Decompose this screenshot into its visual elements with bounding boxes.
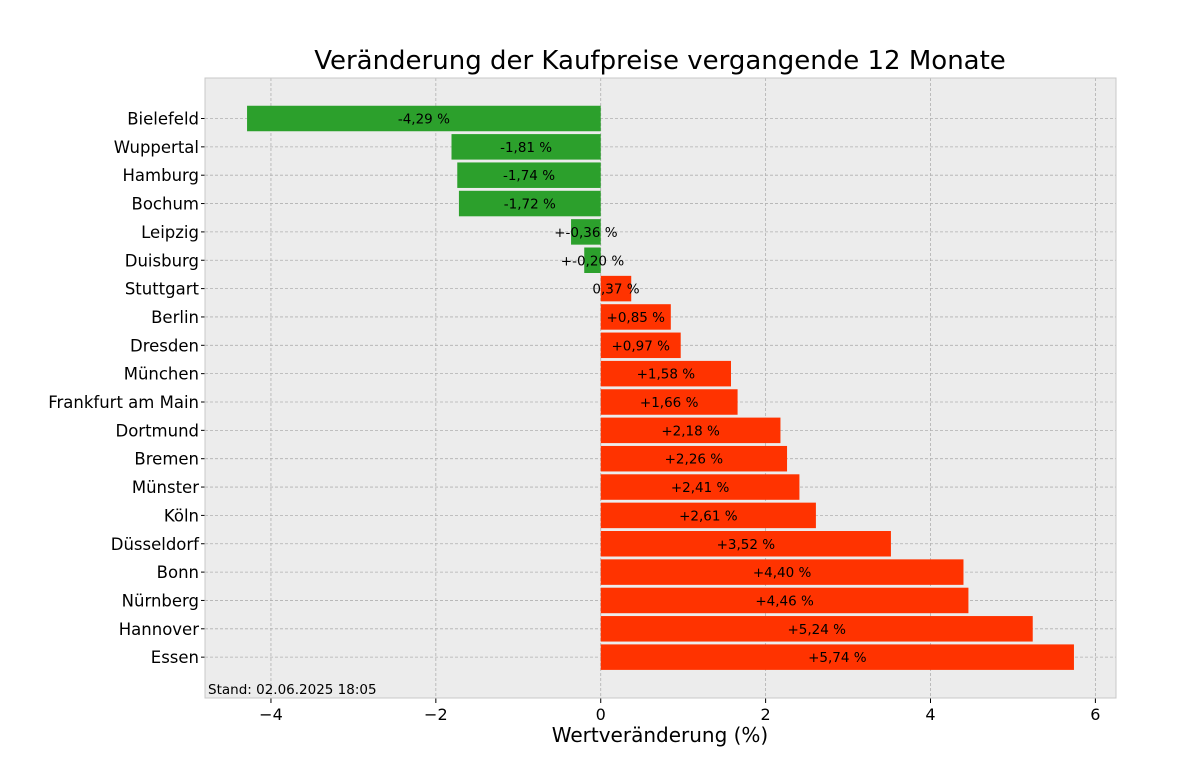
data-label: +1,66 % xyxy=(640,395,699,411)
y-tick-label: Düsseldorf xyxy=(111,535,200,554)
bar-stuttgart xyxy=(600,275,632,302)
data-label: +4,40 % xyxy=(753,565,812,581)
y-tick-label: Münster xyxy=(132,478,199,497)
bar-münchen xyxy=(600,360,731,387)
data-label: +0,97 % xyxy=(611,338,670,354)
bar-dresden xyxy=(600,332,681,359)
x-axis-label: Wertveränderung (%) xyxy=(552,723,769,747)
bar-bochum xyxy=(458,190,601,217)
y-tick-label: Hannover xyxy=(119,620,199,639)
data-label: +5,24 % xyxy=(787,622,846,638)
chart-title: Veränderung der Kaufpreise vergangende 1… xyxy=(314,46,1006,76)
data-label: +4,46 % xyxy=(755,593,814,609)
y-tick-label: Essen xyxy=(151,648,199,667)
bar-köln xyxy=(600,502,816,529)
y-tick-label: Dortmund xyxy=(115,421,199,440)
x-tick-label: 0 xyxy=(596,705,606,724)
data-label: +-0,20 % xyxy=(561,253,625,269)
y-tick-label: Bielefeld xyxy=(127,110,199,129)
y-tick-label: Stuttgart xyxy=(125,280,200,299)
x-tick-label: −4 xyxy=(259,705,283,724)
bar-dortmund xyxy=(600,417,781,444)
y-tick-label: Bochum xyxy=(132,195,199,214)
y-tick-label: Leipzig xyxy=(141,223,199,242)
y-tick-label: Duisburg xyxy=(125,251,199,270)
bar-leipzig xyxy=(571,219,601,245)
data-label: +3,52 % xyxy=(717,537,776,553)
plot-area: -4,29 % -1,81 % -1,74 % -1,72 % +-0,36 % +-0,… xyxy=(48,77,1117,724)
x-tick-label: −2 xyxy=(424,705,448,724)
data-label: -1,72 % xyxy=(504,197,556,213)
bar-frankfurt-am-main xyxy=(600,389,738,415)
y-tick-label: Nürnberg xyxy=(122,591,199,610)
timestamp-annotation: Stand: 02.06.2025 18:05 xyxy=(208,682,377,698)
data-label: -1,74 % xyxy=(503,168,555,184)
bar-hannover xyxy=(600,616,1033,642)
plot-frame xyxy=(204,77,1117,699)
x-tick-label: 2 xyxy=(761,705,771,724)
y-tick-label: Wuppertal xyxy=(114,138,199,157)
data-label: -4,29 % xyxy=(398,112,450,128)
data-label: +2,26 % xyxy=(665,452,724,468)
bar-essen xyxy=(600,644,1074,670)
data-label: +0,85 % xyxy=(607,310,666,326)
data-label: +5,74 % xyxy=(808,650,867,666)
bar-bonn xyxy=(600,559,964,585)
bar-berlin xyxy=(600,304,671,330)
bar-nürnberg xyxy=(600,587,969,614)
y-tick-label: München xyxy=(124,365,199,384)
y-tick-label: Bremen xyxy=(134,450,199,469)
y-tick-label: Bonn xyxy=(157,563,199,582)
data-label: +2,61 % xyxy=(679,508,738,524)
bar-düsseldorf xyxy=(600,531,891,557)
bar-münster xyxy=(600,474,800,500)
data-label: +-0,36 % xyxy=(554,225,618,241)
bar-duisburg xyxy=(584,247,601,273)
bar-bremen xyxy=(600,445,788,472)
y-tick-label: Dresden xyxy=(130,336,199,355)
data-label: -1,81 % xyxy=(500,140,552,156)
x-tick-label: 6 xyxy=(1090,705,1100,724)
x-tick-label: 4 xyxy=(925,705,935,724)
data-label: +2,18 % xyxy=(661,423,720,439)
y-tick-label: Köln xyxy=(164,506,199,525)
data-label: 0,37 % xyxy=(592,282,639,298)
data-label: +2,41 % xyxy=(671,480,730,496)
bar-bielefeld xyxy=(247,105,601,132)
y-tick-label: Frankfurt am Main xyxy=(48,393,199,412)
y-tick-label: Berlin xyxy=(151,308,199,327)
bar-hamburg xyxy=(457,162,601,188)
y-tick-label: Hamburg xyxy=(123,166,200,185)
bar-wuppertal xyxy=(451,134,601,160)
data-label: +1,58 % xyxy=(637,367,696,383)
